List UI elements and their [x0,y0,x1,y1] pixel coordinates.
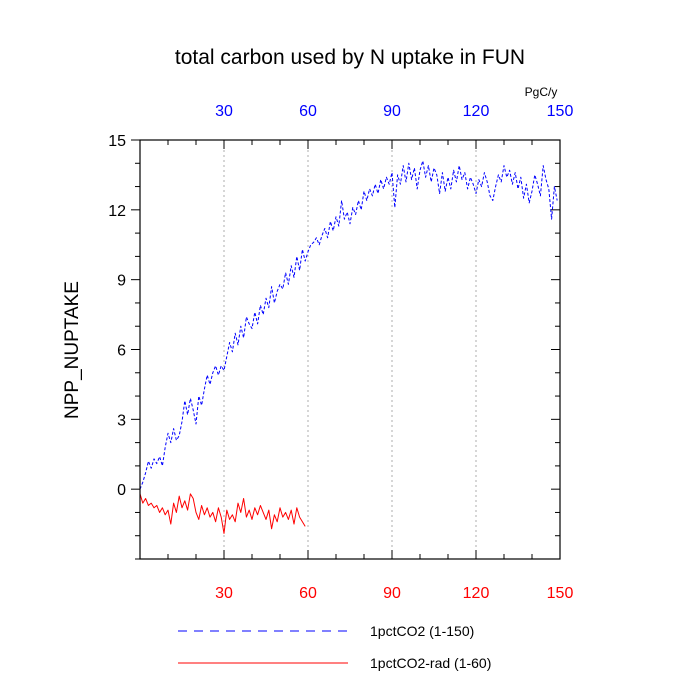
series-layer [139,160,558,534]
x-tick-label-bottom-150: 150 [547,585,574,602]
y-tick-label-9: 9 [117,273,126,290]
y-tick-label-0: 0 [117,482,126,499]
y-tick-label-12: 12 [108,203,126,220]
gridlines [223,140,477,559]
y-tick-label-15: 15 [108,133,126,150]
x-tick-label-top-60: 60 [299,103,317,120]
y-tick-label-6: 6 [117,343,126,360]
axis-ticks [131,139,560,560]
legend-label-1pctco2-rad: 1pctCO2-rad (1-60) [370,655,491,671]
tick-labels: 0 3 6 9 12 15 30 30 60 60 90 90 120 120 150 150 [108,103,573,602]
series-line-1pctco2-rad [139,493,306,534]
x-tick-label-bottom-30: 30 [215,585,233,602]
x-tick-label-top-90: 90 [383,103,401,120]
y-tick-label-3: 3 [117,412,126,429]
plot-frame [139,139,561,560]
x-tick-label-top-30: 30 [215,103,233,120]
x-tick-label-bottom-60: 60 [299,585,317,602]
x-tick-label-bottom-120: 120 [463,585,490,602]
top-axis-units: PgC/y [525,85,558,99]
chart-title: total carbon used by N uptake in FUN [175,46,525,69]
x-tick-label-bottom-90: 90 [383,585,401,602]
y-axis-label: NPP_NUPTAKE [62,281,83,419]
series-line-1pctco2 [139,160,558,490]
legend: 1pctCO2 (1-150) 1pctCO2-rad (1-60) [178,623,491,671]
x-tick-label-top-150: 150 [547,103,574,120]
legend-label-1pctco2: 1pctCO2 (1-150) [370,623,474,639]
x-tick-label-top-120: 120 [463,103,490,120]
